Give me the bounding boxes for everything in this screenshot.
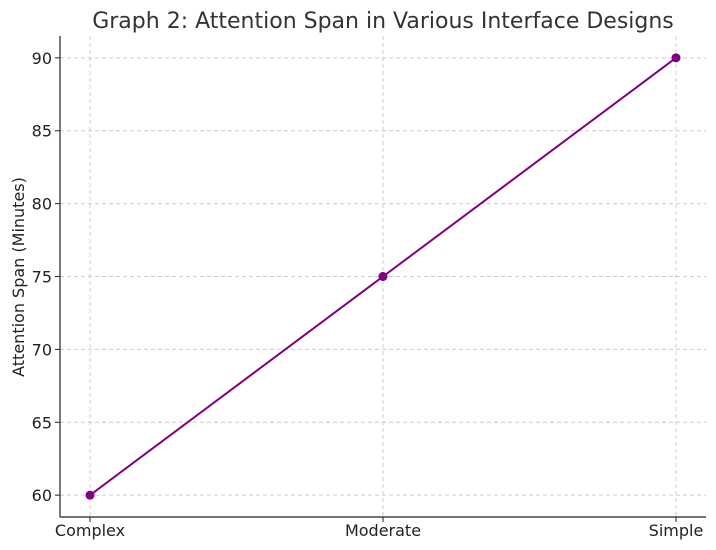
data-point xyxy=(85,490,95,500)
y-tick-label: 90 xyxy=(32,49,52,68)
axes: 60 65 70 75 80 85 90 Complex Moderate Simple xyxy=(32,36,706,540)
y-tick-label: 65 xyxy=(32,413,52,432)
y-tick-label: 80 xyxy=(32,195,52,214)
y-tick-label: 60 xyxy=(32,486,52,505)
series xyxy=(85,53,681,500)
chart-title: Graph 2: Attention Span in Various Inter… xyxy=(92,9,674,34)
y-axis-label: Attention Span (Minutes) xyxy=(9,177,28,377)
data-point xyxy=(378,272,388,281)
y-tick-label: 85 xyxy=(32,122,52,141)
x-tick-label: Complex xyxy=(55,521,125,540)
x-tick-label: Moderate xyxy=(345,521,421,540)
y-tick-label: 70 xyxy=(32,340,52,359)
y-tick-label: 75 xyxy=(32,268,52,287)
data-point xyxy=(671,53,681,63)
x-tick-label: Simple xyxy=(649,521,704,540)
